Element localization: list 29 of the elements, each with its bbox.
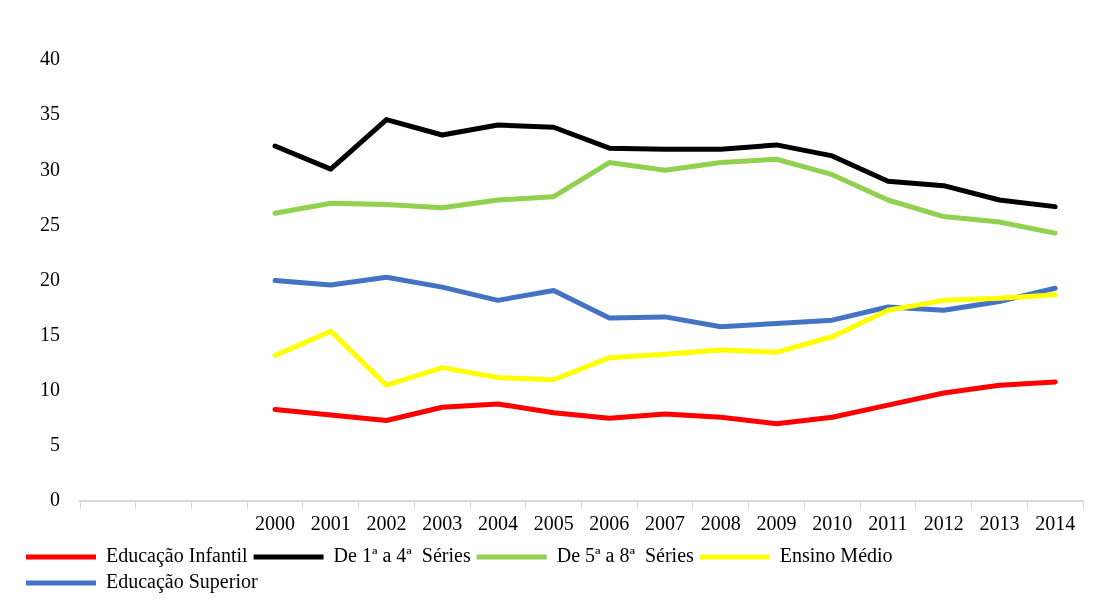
y-tick-label: 0 <box>50 488 60 511</box>
x-tick-label: 2009 <box>756 512 797 535</box>
y-tick-label: 35 <box>40 102 60 125</box>
legend-label: Ensino Médio <box>779 544 893 567</box>
y-tick-label: 10 <box>40 378 60 400</box>
x-tick-label: 2011 <box>868 512 908 535</box>
x-tick-label: 2007 <box>645 512 686 535</box>
x-tick-label: 2003 <box>422 512 463 535</box>
y-tick-label: 25 <box>40 212 60 235</box>
y-tick-label: 30 <box>40 157 60 180</box>
legend-label: De 1ª a 4ª Séries <box>333 544 471 567</box>
y-tick-label: 15 <box>40 322 60 345</box>
legend-label: Educação Superior <box>106 570 258 594</box>
x-tick-label: 2010 <box>812 512 853 535</box>
x-tick-label: 2001 <box>310 512 351 535</box>
x-tick-label: 2013 <box>979 512 1020 535</box>
x-tick-label: 2002 <box>366 512 407 535</box>
x-tick-label: 2012 <box>923 512 964 535</box>
x-tick-label: 2014 <box>1035 512 1076 535</box>
y-tick-label: 5 <box>50 433 60 456</box>
y-tick-label: 20 <box>40 267 60 290</box>
x-tick-label: 2000 <box>255 512 296 535</box>
x-tick-label: 2005 <box>533 512 574 535</box>
y-tick-label: 40 <box>40 47 60 70</box>
x-tick-label: 2004 <box>477 512 518 535</box>
x-tick-label: 2008 <box>700 512 741 535</box>
legend-label: De 5ª a 8ª Séries <box>556 544 695 567</box>
legend-label: Educação Infantil <box>106 544 249 568</box>
x-tick-label: 2006 <box>589 512 630 535</box>
